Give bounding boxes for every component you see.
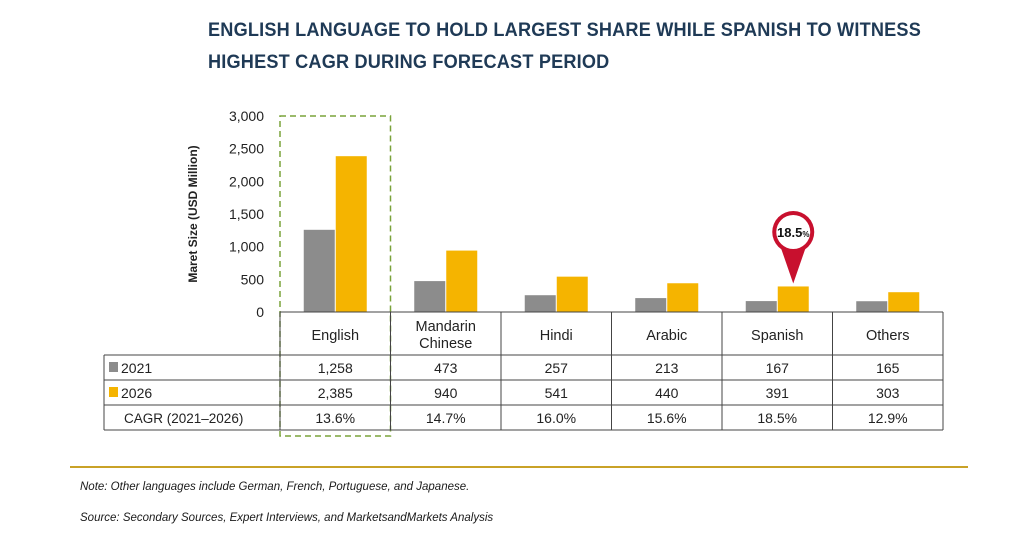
table-cell-2021: 213 bbox=[655, 360, 679, 376]
bar-2021 bbox=[524, 295, 556, 312]
y-tick-label: 1,500 bbox=[229, 206, 264, 222]
chart-title-line-2: HIGHEST CAGR DURING FORECAST PERIOD bbox=[208, 51, 610, 73]
bar-2026 bbox=[556, 276, 588, 312]
table-cell-2026: 940 bbox=[434, 385, 458, 401]
chart-title: ENGLISH LANGUAGE TO HOLD LARGEST SHARE W… bbox=[208, 14, 933, 78]
bar-2021 bbox=[414, 281, 446, 312]
legend-swatch-2026 bbox=[109, 387, 118, 397]
category-label: Spanish bbox=[751, 328, 803, 344]
table-cell-2021: 257 bbox=[545, 360, 569, 376]
table-cell-2021: 165 bbox=[876, 360, 900, 376]
bar-2026 bbox=[667, 283, 699, 312]
table-cell-cagr: 13.6% bbox=[315, 410, 355, 426]
source-text: Source: Secondary Sources, Expert Interv… bbox=[80, 512, 494, 524]
callout-unit: % bbox=[802, 230, 809, 239]
bar-2026 bbox=[888, 292, 920, 312]
bar-2021 bbox=[745, 301, 777, 312]
chart-title-line-1: ENGLISH LANGUAGE TO HOLD LARGEST SHARE W… bbox=[208, 19, 921, 41]
table-cell-2021: 167 bbox=[766, 360, 790, 376]
highlight-box-english bbox=[279, 115, 392, 437]
bar-2026 bbox=[335, 156, 367, 312]
table-cell-2026: 2,385 bbox=[318, 385, 353, 401]
note-text: Note: Other languages include German, Fr… bbox=[80, 481, 470, 493]
table-cell-cagr: 18.5% bbox=[757, 410, 797, 426]
table-cell-cagr: 16.0% bbox=[536, 410, 576, 426]
legend-label-2026: 2026 bbox=[121, 385, 152, 401]
category-label: Arabic bbox=[646, 328, 687, 344]
table-cell-2026: 541 bbox=[545, 385, 569, 401]
callout-value: 18.5% bbox=[777, 225, 809, 240]
bar-2021 bbox=[635, 298, 667, 312]
table-cell-2021: 473 bbox=[434, 360, 458, 376]
table-cell-2021: 1,258 bbox=[318, 360, 353, 376]
table-cell-2026: 440 bbox=[655, 385, 679, 401]
table-cell-cagr: 12.9% bbox=[868, 410, 908, 426]
cagr-row-label: CAGR (2021–2026) bbox=[124, 411, 243, 426]
legend-label-2021: 2021 bbox=[121, 360, 152, 376]
category-label: Chinese bbox=[419, 336, 472, 352]
bar-2026 bbox=[446, 250, 478, 312]
bar-chart: 0 500 1,000 1,500 2,000 2,500 3,000 Maret Size … bbox=[103, 108, 944, 437]
bar-2021 bbox=[856, 301, 888, 312]
separator-line bbox=[70, 466, 968, 468]
table-cell-2026: 303 bbox=[876, 385, 900, 401]
bar-2026 bbox=[777, 286, 809, 312]
callout-pin-inner bbox=[776, 215, 811, 249]
category-label: English bbox=[311, 328, 359, 344]
y-axis-label: Maret Size (USD Million) bbox=[186, 145, 200, 282]
legend-swatch-2021 bbox=[109, 362, 118, 372]
category-label: Hindi bbox=[540, 328, 573, 344]
y-tick-label: 500 bbox=[241, 271, 265, 287]
category-label: Mandarin bbox=[416, 319, 476, 335]
table-cell-cagr: 14.7% bbox=[426, 410, 466, 426]
y-tick-label: 2,000 bbox=[229, 173, 264, 189]
y-tick-label: 1,000 bbox=[229, 239, 264, 255]
table-cell-cagr: 15.6% bbox=[647, 410, 687, 426]
bar-2021 bbox=[303, 229, 335, 312]
category-label: Others bbox=[866, 328, 910, 344]
callout-pin-tail bbox=[780, 246, 807, 284]
y-tick-label: 0 bbox=[256, 304, 264, 320]
y-tick-label: 2,500 bbox=[229, 141, 264, 157]
table-cell-2026: 391 bbox=[766, 385, 790, 401]
y-tick-label: 3,000 bbox=[229, 108, 264, 124]
